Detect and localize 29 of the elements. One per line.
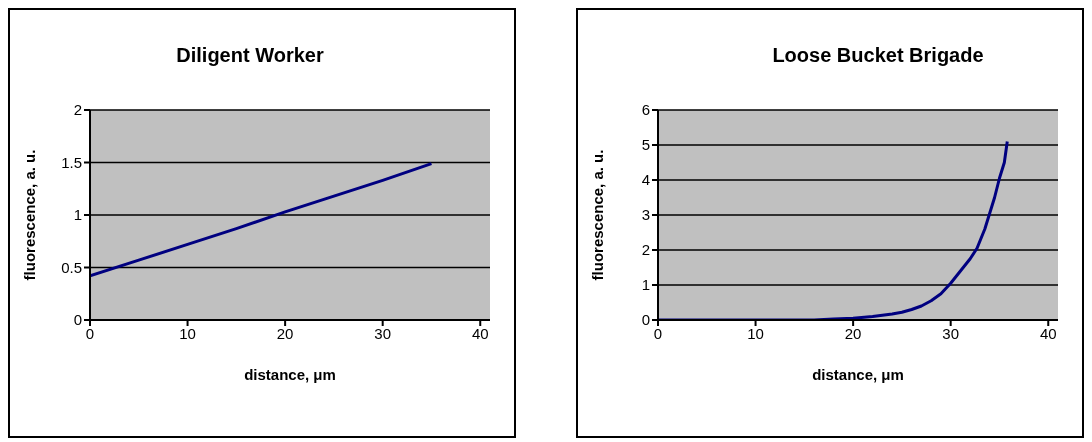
line-series — [90, 162, 433, 278]
x-tick-label: 0 — [85, 324, 95, 342]
y-tick-label: 0.5 — [61, 258, 82, 276]
y-tick-label: 5 — [641, 136, 650, 154]
y-tick-label: 0 — [73, 311, 82, 329]
x-axis-title: distance, μm — [812, 366, 904, 383]
x-tick-label: 20 — [276, 324, 294, 342]
x-tick-label: 10 — [179, 324, 196, 342]
y-tick-label: 3 — [641, 206, 650, 224]
x-tick-label: 30 — [374, 324, 392, 342]
x-tick-label: 30 — [942, 324, 960, 342]
y-axis-title: fluorescence, a. u. — [21, 149, 39, 281]
x-tick-label: 40 — [1039, 324, 1057, 342]
y-tick-label: 2 — [641, 241, 650, 259]
y-tick-label: 0 — [641, 311, 650, 329]
x-tick-label: 0 — [653, 324, 663, 342]
y-tick-label: 4 — [641, 171, 650, 189]
chart-title: Diligent Worker — [175, 44, 325, 67]
y-axis-title: fluorescence, a. u. — [589, 149, 607, 281]
y-tick-label: 6 — [641, 101, 650, 119]
y-tick-label: 1 — [641, 276, 650, 294]
x-tick-label: 10 — [747, 324, 764, 342]
chart-title: Loose Bucket Brigade — [771, 44, 985, 67]
y-tick-label: 2 — [73, 101, 82, 119]
x-tick-label: 40 — [471, 324, 489, 342]
x-axis-title: distance, μm — [244, 366, 336, 383]
x-tick-label: 20 — [844, 324, 862, 342]
y-tick-label: 1 — [73, 206, 82, 224]
y-tick-label: 1.5 — [61, 153, 82, 171]
